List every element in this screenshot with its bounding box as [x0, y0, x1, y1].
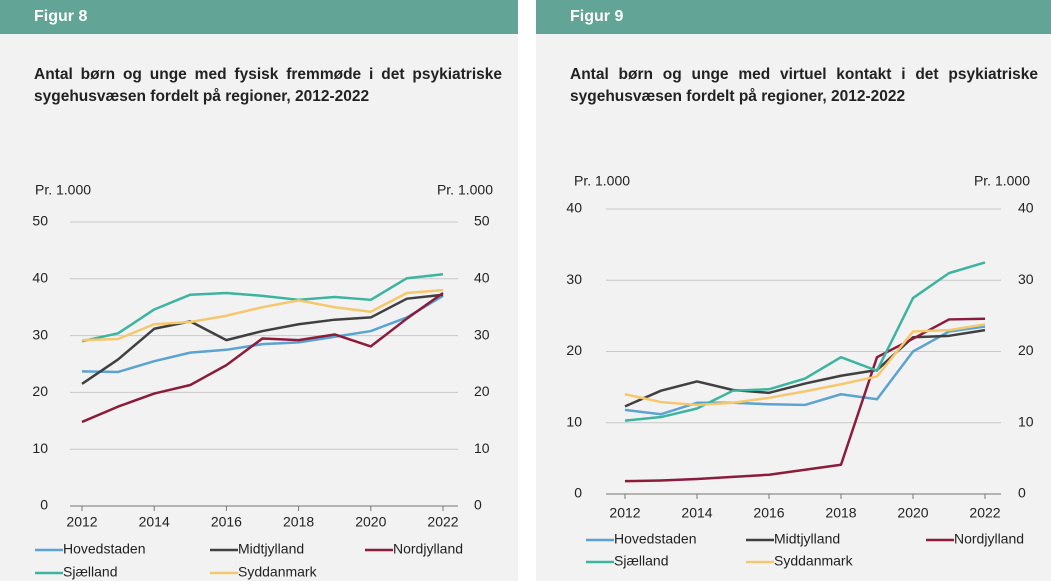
legend-label: Hovedstaden — [63, 541, 146, 557]
y-axis-label: Pr. 1.000 — [574, 173, 630, 189]
legend-label: Sjælland — [614, 553, 668, 569]
chart-title: Antal børn og unge med fysisk fremmøde i… — [34, 66, 502, 105]
series-line — [81, 273, 444, 343]
series-line — [81, 288, 444, 342]
x-tick-label: 2012 — [609, 505, 640, 521]
series-line — [624, 323, 986, 407]
series-line — [624, 317, 986, 483]
series-line — [81, 294, 444, 374]
figure-header: Figur 8 — [0, 0, 518, 34]
legend-label: Nordjylland — [954, 531, 1024, 547]
x-tick-label: 2012 — [66, 514, 97, 530]
legend-label: Hovedstaden — [614, 531, 697, 547]
y-tick-label: 0 — [1018, 485, 1026, 501]
y-tick-label: 20 — [32, 383, 48, 399]
x-tick-label: 2018 — [825, 505, 856, 521]
y-tick-label: 30 — [1018, 271, 1034, 287]
series-line — [81, 293, 444, 385]
y-tick-label: 20 — [566, 342, 582, 358]
y-tick-label: 50 — [474, 213, 490, 229]
x-tick-label: 2020 — [355, 514, 386, 530]
y-tick-label: 20 — [474, 383, 490, 399]
y-tick-label: 30 — [566, 271, 582, 287]
panel: Figur 9 Antal børn og unge med virtuel k… — [536, 0, 1051, 581]
series-line — [624, 325, 986, 416]
series-line — [624, 328, 986, 408]
x-tick-label: 2022 — [427, 514, 458, 530]
y-tick-label: 30 — [32, 326, 48, 342]
panel: Figur 8 Antal børn og unge med fysisk fr… — [0, 0, 518, 581]
y-tick-label: 40 — [566, 200, 582, 216]
y-axis-label: Pr. 1.000 — [437, 182, 493, 198]
x-tick-label: 2020 — [897, 505, 928, 521]
x-tick-label: 2016 — [211, 514, 242, 530]
series-line — [81, 291, 444, 424]
y-tick-label: 0 — [574, 485, 582, 501]
y-tick-label: 40 — [474, 270, 490, 286]
y-axis-label: Pr. 1.000 — [974, 173, 1030, 189]
legend-label: Midtjylland — [238, 541, 304, 557]
y-tick-label: 20 — [1018, 342, 1034, 358]
legend-label: Syddanmark — [774, 553, 854, 569]
y-tick-label: 30 — [474, 326, 490, 342]
y-tick-label: 10 — [1018, 413, 1034, 429]
legend-label: Nordjylland — [393, 541, 463, 557]
x-tick-label: 2014 — [681, 505, 712, 521]
y-axis-label: Pr. 1.000 — [35, 182, 91, 198]
y-tick-label: 0 — [40, 497, 48, 513]
y-tick-label: 10 — [566, 413, 582, 429]
chart-title: Antal børn og unge med virtuel kontakt i… — [570, 66, 1038, 105]
y-tick-label: 10 — [32, 440, 48, 456]
series-line — [624, 261, 986, 422]
y-tick-label: 40 — [32, 270, 48, 286]
legend-label: Syddanmark — [238, 564, 318, 580]
y-tick-label: 0 — [474, 497, 482, 513]
legend-label: Sjælland — [63, 564, 117, 580]
legend-label: Midtjylland — [774, 531, 840, 547]
x-tick-label: 2022 — [969, 505, 1000, 521]
figure-header: Figur 9 — [536, 0, 1051, 34]
x-tick-label: 2016 — [753, 505, 784, 521]
x-tick-label: 2018 — [283, 514, 314, 530]
x-tick-label: 2014 — [139, 514, 170, 530]
y-tick-label: 40 — [1018, 200, 1034, 216]
y-tick-label: 10 — [474, 440, 490, 456]
y-tick-label: 50 — [32, 213, 48, 229]
